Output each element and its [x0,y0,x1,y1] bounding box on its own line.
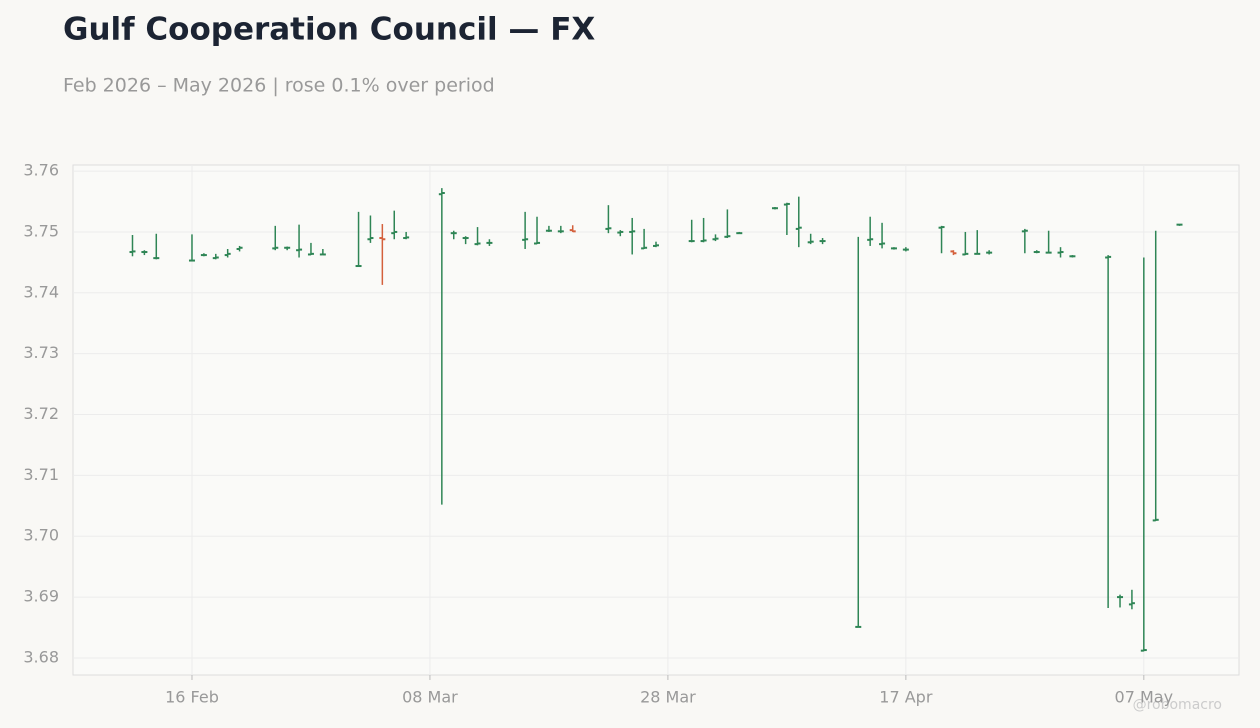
x-tick-label: 07 May [1115,688,1174,707]
x-tick-label: 28 Mar [640,688,696,707]
x-tick-label: 17 Apr [879,688,933,707]
y-tick-label: 3.75 [23,221,59,240]
y-tick-label: 3.72 [23,404,59,423]
y-tick-label: 3.76 [23,161,59,180]
watermark: @robomacro [1133,697,1222,713]
chart-title: Gulf Cooperation Council — FX [63,12,595,48]
y-tick-label: 3.69 [23,587,59,606]
x-tick-label: 16 Feb [165,688,219,707]
y-tick-label: 3.73 [23,343,59,362]
chart-subtitle: Feb 2026 – May 2026 | rose 0.1% over per… [63,75,495,97]
y-tick-label: 3.74 [23,282,59,301]
y-tick-label: 3.70 [23,526,59,545]
y-tick-label: 3.71 [23,465,59,484]
y-tick-label: 3.68 [23,647,59,666]
plot-area [72,164,1240,676]
x-tick-label: 08 Mar [402,688,458,707]
